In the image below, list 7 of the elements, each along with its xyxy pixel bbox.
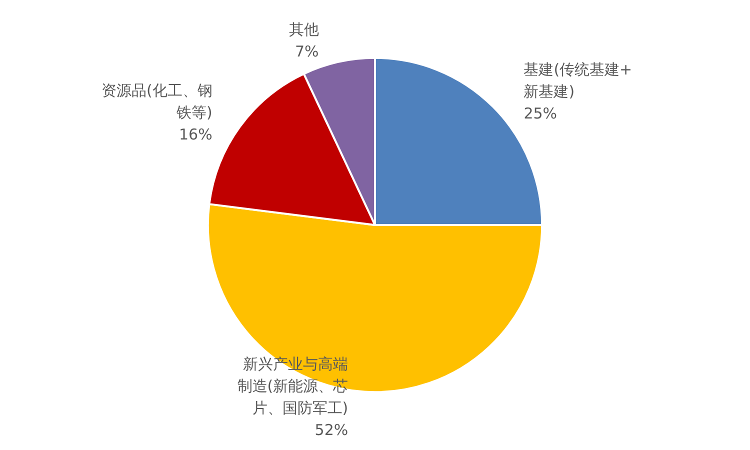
data-label: 52% <box>314 421 348 439</box>
slice-label: 其他 <box>288 20 319 38</box>
data-label: 16% <box>178 126 212 144</box>
slice-label: 资源品(化工、钢铁等) <box>101 82 212 122</box>
data-label: 7% <box>294 42 319 60</box>
slice-label: 基建(传统基建+新基建) <box>524 60 632 100</box>
data-label: 25% <box>524 104 558 122</box>
